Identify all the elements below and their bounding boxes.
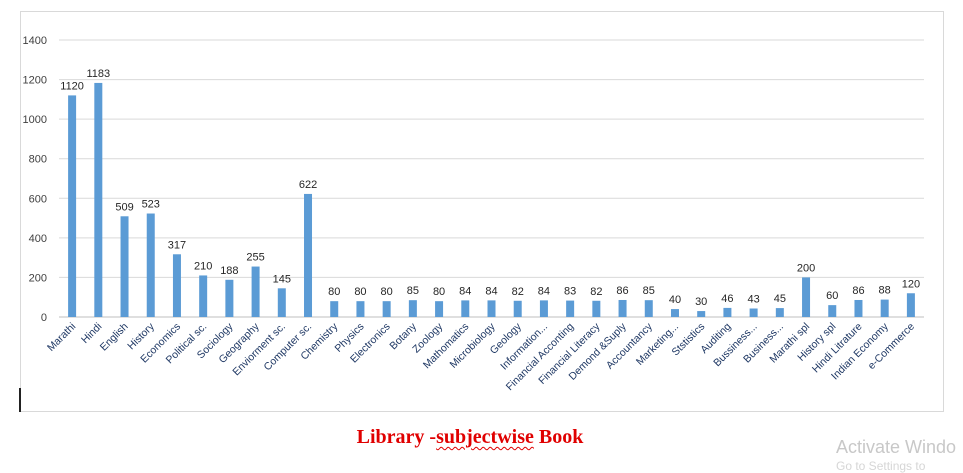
bar xyxy=(723,307,732,317)
data-label: 46 xyxy=(721,293,733,305)
bar xyxy=(330,301,339,317)
x-tick-label: Marathi xyxy=(45,321,78,354)
bar xyxy=(382,301,391,317)
data-label: 30 xyxy=(695,296,707,308)
bar xyxy=(880,299,889,317)
activate-windows-watermark: Activate Windo xyxy=(836,437,957,457)
data-label: 43 xyxy=(747,293,759,305)
bar xyxy=(906,293,915,317)
data-label: 80 xyxy=(354,286,366,298)
data-label: 120 xyxy=(902,278,920,290)
data-label: 80 xyxy=(381,286,393,298)
data-label: 82 xyxy=(512,286,524,298)
bar xyxy=(277,288,286,317)
data-label: 84 xyxy=(459,285,471,297)
data-label: 80 xyxy=(433,286,445,298)
y-tick-label: 600 xyxy=(29,193,47,205)
data-label: 60 xyxy=(826,290,838,302)
y-tick-label: 0 xyxy=(41,312,47,324)
data-label: 40 xyxy=(669,294,681,306)
data-label: 45 xyxy=(774,293,786,305)
y-tick-label: 1400 xyxy=(23,35,47,47)
data-label: 622 xyxy=(299,179,317,191)
bar xyxy=(304,193,313,317)
bar xyxy=(199,275,208,317)
bar xyxy=(251,266,260,317)
bar xyxy=(749,308,758,317)
bar xyxy=(618,299,627,317)
bar xyxy=(828,305,837,317)
bar xyxy=(94,82,103,317)
data-label: 145 xyxy=(273,273,291,285)
activate-windows-watermark-sub: Go to Settings to xyxy=(836,459,926,473)
bar xyxy=(356,301,365,317)
data-label: 523 xyxy=(142,199,160,211)
data-label: 88 xyxy=(879,285,891,297)
caption-suffix: Book xyxy=(533,426,584,448)
data-label: 85 xyxy=(643,285,655,297)
bar xyxy=(487,300,496,317)
bar xyxy=(697,311,706,317)
x-tick-label: English xyxy=(98,321,131,354)
bar xyxy=(670,309,679,317)
data-label: 509 xyxy=(115,201,133,213)
bar xyxy=(539,300,548,317)
chart-caption: Library -subjectwise Book xyxy=(0,426,940,449)
data-label: 80 xyxy=(328,286,340,298)
data-label: 1183 xyxy=(86,68,110,80)
data-label: 83 xyxy=(564,286,576,298)
data-label: 84 xyxy=(485,285,497,297)
bar xyxy=(225,279,234,317)
data-label: 86 xyxy=(616,285,628,297)
y-tick-label: 1200 xyxy=(23,75,47,87)
text-cursor-marker xyxy=(19,388,21,412)
data-label: 84 xyxy=(538,285,550,297)
data-label: 317 xyxy=(168,239,186,251)
bar xyxy=(854,299,863,317)
bar xyxy=(513,300,522,317)
data-label: 82 xyxy=(590,286,602,298)
y-tick-label: 1000 xyxy=(23,114,47,126)
data-label: 86 xyxy=(852,285,864,297)
bar xyxy=(172,254,181,317)
data-label: 200 xyxy=(797,262,815,274)
bar xyxy=(775,308,784,317)
caption-prefix: Library - xyxy=(356,426,437,448)
data-label: 188 xyxy=(220,265,238,277)
bar xyxy=(68,95,77,318)
data-label: 210 xyxy=(194,260,212,272)
bar xyxy=(146,213,155,317)
data-label: 255 xyxy=(246,252,264,264)
data-label: 85 xyxy=(407,285,419,297)
y-tick-label: 200 xyxy=(29,272,47,284)
bar xyxy=(408,300,417,317)
y-tick-label: 400 xyxy=(29,233,47,245)
y-tick-label: 800 xyxy=(29,154,47,166)
bar xyxy=(644,300,653,317)
chart-area: 0 200 400 600 800 1000 1200 1400 1120 1183 509 523… xyxy=(20,11,944,412)
bar xyxy=(802,277,811,317)
caption-underlined-word: subjectwise xyxy=(436,426,534,448)
bar xyxy=(435,301,444,317)
bar xyxy=(120,216,129,317)
data-label: 1120 xyxy=(60,80,84,92)
bar xyxy=(592,300,601,317)
bar xyxy=(461,300,470,317)
bar xyxy=(566,300,575,317)
